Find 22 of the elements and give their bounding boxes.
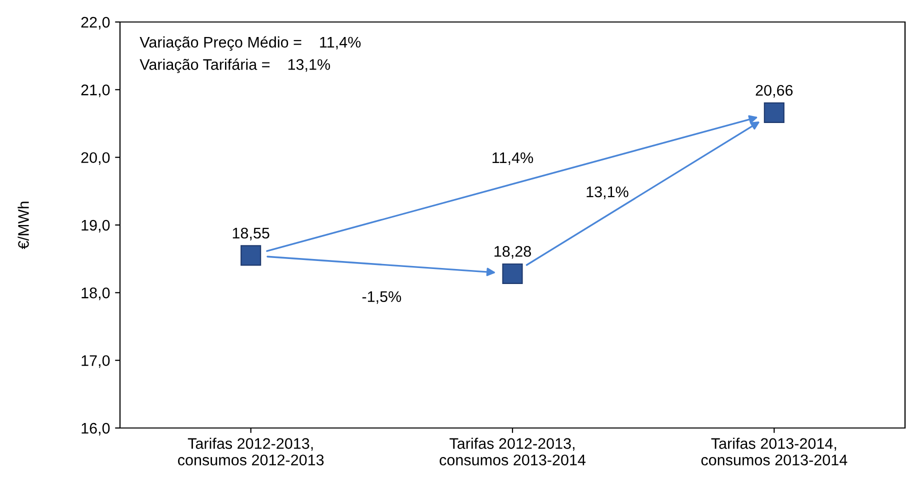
annotation: 13,1%: [586, 186, 628, 200]
data-label: 18,55: [232, 228, 270, 240]
y-tick-label: 19,0: [82, 220, 110, 232]
point: [240, 245, 262, 266]
y-tick-label: 22,0: [81, 16, 110, 30]
annotation: -1,5%: [362, 291, 402, 304]
x-tick-label: Tarifas 2012-2013, consumos 2013-2014: [440, 438, 586, 466]
y-tick-label: 17,0: [82, 355, 110, 368]
x-tick-label: Tarifas 2013-2014, consumos 2013-2014: [701, 438, 848, 466]
y-axis-title: €/MWh: [18, 202, 29, 250]
annotation: Variação Tarifária = 13,1%: [140, 58, 330, 74]
data-label: 18,28: [494, 246, 531, 259]
y-tick-label: 20,0: [81, 152, 110, 165]
y-tick-label: 16,0: [82, 422, 110, 436]
annotation: 11,4%: [492, 152, 534, 165]
x-tick-label: Tarifas 2012-2013, consumos 2012-2013: [178, 438, 324, 466]
point: [502, 263, 523, 284]
annotation: Variação Preço Médio = 11,4%: [140, 36, 361, 51]
point: [764, 102, 784, 123]
data-label: 20,66: [756, 84, 793, 98]
y-tick-label: 21,0: [81, 84, 110, 98]
y-tick-label: 18,0: [82, 288, 110, 300]
